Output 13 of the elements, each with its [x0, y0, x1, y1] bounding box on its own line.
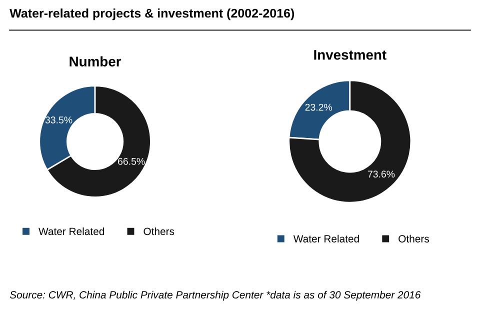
legend-label: Others — [144, 227, 174, 236]
legend-label: Water Related — [293, 234, 359, 242]
chart-title: Investment — [314, 50, 386, 60]
data-label: 23.2% — [305, 104, 332, 111]
source-note: Source: CWR, China Public Private Partnership Center *data is as of 30 September 2016 — [10, 290, 421, 301]
legend-label: Water Related — [38, 227, 104, 236]
text: Water-related projects & investment (2002-2016) — [10, 8, 294, 20]
legend-label: Others — [398, 234, 429, 242]
chart-title: Number — [70, 56, 122, 66]
data-label: 33.5% — [45, 116, 72, 124]
data-label: 66.5% — [118, 158, 145, 165]
donut-slice — [288, 80, 412, 204]
data-label: 73.6% — [368, 170, 395, 178]
